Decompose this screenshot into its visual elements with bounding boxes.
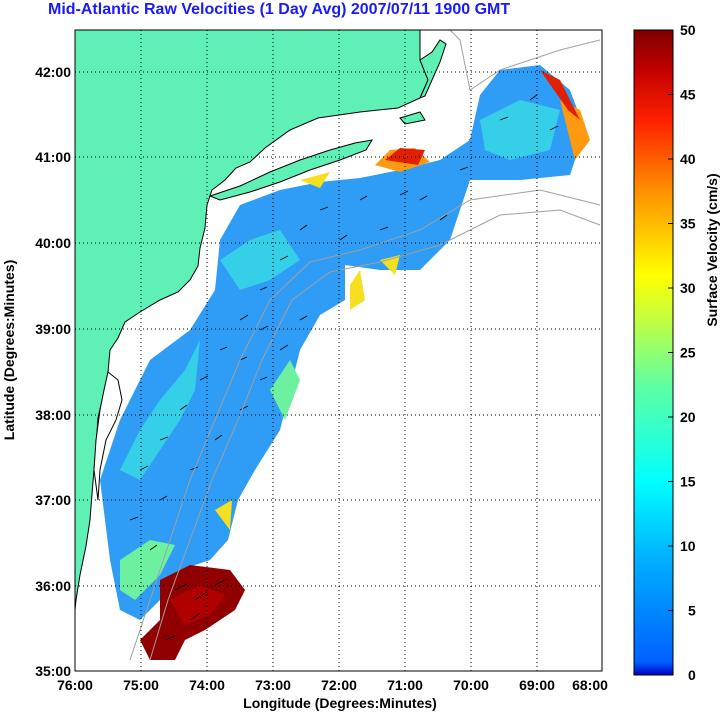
colorbar-tick-label: 45 [680,87,696,103]
colorbar-tick-labels: 50 45 40 35 30 25 20 15 10 5 0 [680,22,696,683]
plot-frame [74,29,603,672]
x-tick-label: 68:00 [572,677,608,693]
colorbar-label: Surface Velocity (cm/s) [704,173,720,326]
colorbar-tick-label: 30 [680,280,696,296]
y-tick-label: 35:00 [35,663,71,679]
y-axis-label: Latitude (Degrees:Minutes) [1,260,17,440]
y-tick-label: 42:00 [35,64,71,80]
cape-cod [419,39,447,99]
long-island [208,139,373,201]
x-axis-label: Longitude (Degrees:Minutes) [243,695,437,711]
bathymetry-contours [129,30,601,661]
map-title: Mid-Atlantic Raw Velocities (1 Day Avg) … [48,1,511,18]
colorbar-tick-label: 10 [680,538,696,554]
x-tick-label: 69:00 [519,677,555,693]
y-tick-label: 40:00 [35,235,71,251]
colorbar-tick-label: 35 [680,216,696,232]
x-tick-label: 76:00 [57,677,93,693]
velocity-field [100,65,590,660]
colorbar-tick-label: 20 [680,409,696,425]
bay-shape [93,371,123,501]
colorbar-tick-label: 15 [680,474,696,490]
x-tick-label: 75:00 [123,677,159,693]
colorbar [633,29,674,676]
colorbar-tick-label: 50 [680,22,696,38]
colorbar-tick-label: 40 [680,151,696,167]
colorbar-tick-label: 25 [680,345,696,361]
y-tick-label: 41:00 [35,149,71,165]
land-mass [75,30,429,611]
colorbar-tick-label: 0 [688,667,696,683]
colorbar-ticks [668,29,673,676]
x-tick-label: 72:00 [321,677,357,693]
x-tick-labels: 76:00 75:00 74:00 73:00 72:00 71:00 70:0… [57,677,608,693]
colorbar-tick-label: 5 [688,603,696,619]
y-tick-label: 38:00 [35,407,71,423]
y-tick-label: 36:00 [35,578,71,594]
velocity-arrows [129,94,559,641]
x-tick-label: 71:00 [387,677,423,693]
y-tick-label: 39:00 [35,321,71,337]
y-tick-label: 37:00 [35,492,71,508]
x-tick-label: 73:00 [255,677,291,693]
x-tick-label: 74:00 [189,677,225,693]
x-tick-label: 70:00 [453,677,489,693]
y-tick-labels: 42:00 41:00 40:00 39:00 38:00 37:00 36:0… [35,64,71,679]
grid-lines [75,30,602,671]
